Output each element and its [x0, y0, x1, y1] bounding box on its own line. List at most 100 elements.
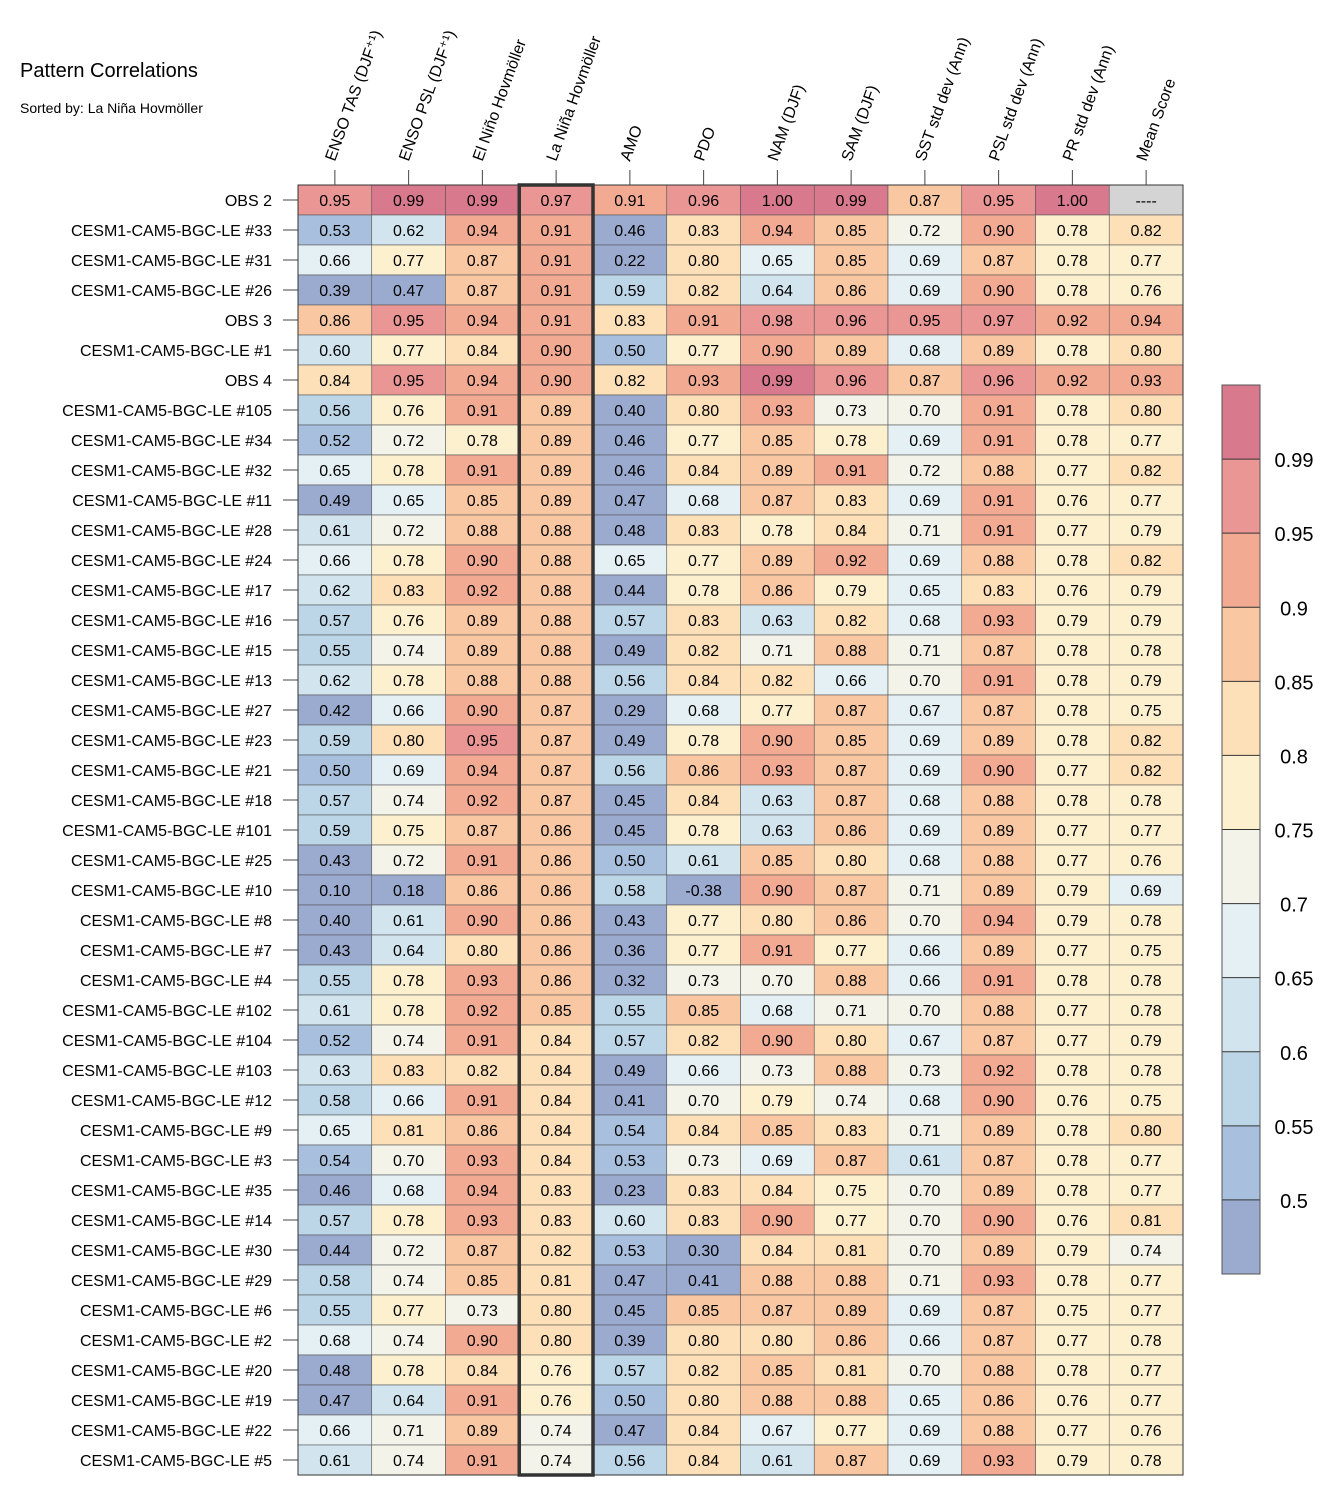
heatmap-cell	[445, 1114, 520, 1146]
cell-value: 0.77	[688, 433, 719, 450]
cell-value: 0.80	[688, 253, 719, 270]
cell-value: 0.62	[319, 673, 350, 690]
heatmap-cell	[371, 994, 446, 1026]
cell-value: 0.89	[541, 403, 572, 420]
cell-value: 0.59	[614, 283, 645, 300]
heatmap-cell	[371, 1234, 446, 1266]
cell-value: 0.78	[1057, 1183, 1088, 1200]
cell-value: 0.83	[688, 223, 719, 240]
cell-value: 0.74	[836, 1093, 867, 1110]
cell-value: 0.55	[319, 1303, 350, 1320]
cell-value: 0.78	[393, 1213, 424, 1230]
cell-value: 0.79	[1057, 913, 1088, 930]
heatmap-cell	[666, 574, 741, 606]
cell-value: 0.96	[836, 373, 867, 390]
cell-value: 0.91	[467, 1033, 498, 1050]
heatmap-cell	[1108, 1174, 1184, 1206]
heatmap-cell	[297, 184, 373, 216]
heatmap-cell	[518, 1024, 594, 1056]
row-label: CESM1-CAM5-BGC-LE #9	[80, 1123, 272, 1140]
cell-value: 0.56	[319, 403, 350, 420]
cell-value: 0.93	[983, 613, 1014, 630]
heatmap-cell	[1108, 1084, 1184, 1116]
heatmap-cell	[1035, 904, 1110, 936]
heatmap-cell	[592, 1294, 668, 1326]
column-label: SAM (DJF)	[839, 83, 882, 163]
row-label: CESM1-CAM5-BGC-LE #11	[72, 493, 272, 510]
cell-value: 0.89	[467, 613, 498, 630]
colorbar-segment	[1222, 977, 1260, 1052]
heatmap-cell	[740, 214, 815, 246]
heatmap-cell	[887, 484, 963, 516]
cell-value: 0.61	[319, 523, 350, 540]
heatmap-cell	[518, 424, 594, 456]
cell-value: 0.41	[688, 1273, 719, 1290]
heatmap-cell	[445, 1234, 520, 1266]
heatmap-cell	[813, 214, 889, 246]
heatmap-cell	[887, 1204, 963, 1236]
heatmap-cell	[297, 1204, 373, 1236]
heatmap-cell	[1108, 814, 1184, 846]
cell-value: 0.78	[393, 1363, 424, 1380]
heatmap-cell	[371, 1324, 446, 1356]
heatmap-cell	[1108, 184, 1184, 216]
cell-value: 0.89	[836, 1303, 867, 1320]
cell-value: 0.88	[983, 793, 1014, 810]
cell-value: 0.70	[909, 673, 940, 690]
heatmap-cell	[1035, 754, 1110, 786]
cell-value: 0.62	[393, 223, 424, 240]
cell-value: 0.77	[762, 703, 793, 720]
heatmap-cell	[592, 454, 668, 486]
heatmap-cell	[1108, 1024, 1184, 1056]
cell-value: 0.50	[614, 1393, 645, 1410]
cell-value: 0.68	[909, 1093, 940, 1110]
cell-value: 0.85	[836, 223, 867, 240]
heatmap-cell	[666, 1144, 741, 1176]
heatmap-cell	[1035, 1084, 1110, 1116]
heatmap-cell	[1035, 604, 1110, 636]
cell-value: 0.77	[393, 343, 424, 360]
cell-value: 0.72	[393, 433, 424, 450]
heatmap-cell	[961, 1384, 1036, 1416]
row-label: CESM1-CAM5-BGC-LE #31	[71, 253, 272, 270]
cell-value: 0.72	[393, 853, 424, 870]
heatmap-cell	[1108, 394, 1184, 426]
heatmap-cell	[740, 634, 815, 666]
heatmap-cell	[445, 1384, 520, 1416]
heatmap-cell	[813, 1444, 889, 1476]
cell-value: 0.84	[836, 523, 867, 540]
cell-value: 0.88	[836, 973, 867, 990]
heatmap-cell	[445, 244, 520, 276]
cell-value: 0.70	[762, 973, 793, 990]
cell-value: 0.82	[688, 1363, 719, 1380]
cell-value: 0.57	[319, 1213, 350, 1230]
heatmap-cell	[740, 604, 815, 636]
cell-value: 0.84	[688, 793, 719, 810]
cell-value: 0.76	[541, 1363, 572, 1380]
heatmap-cell	[887, 1444, 963, 1476]
cell-value: 0.75	[1131, 1093, 1162, 1110]
cell-value: 0.70	[909, 1213, 940, 1230]
cell-value: 0.85	[762, 853, 793, 870]
cell-value: 0.89	[983, 1183, 1014, 1200]
cell-value: 0.53	[614, 1243, 645, 1260]
heatmap-cell	[813, 1174, 889, 1206]
cell-value: 0.82	[1131, 223, 1162, 240]
heatmap-cell	[297, 304, 373, 336]
heatmap-cell	[1108, 634, 1184, 666]
heatmap-cell	[1108, 904, 1184, 936]
heatmap-cell	[1108, 694, 1184, 726]
cell-value: 0.78	[1057, 1063, 1088, 1080]
heatmap-cell	[961, 574, 1036, 606]
cell-value: 0.95	[909, 313, 940, 330]
heatmap-cell	[887, 664, 963, 696]
cell-value: 0.77	[393, 253, 424, 270]
cell-value: 0.99	[467, 193, 498, 210]
heatmap-cell	[518, 454, 594, 486]
cell-value: 0.76	[1057, 1393, 1088, 1410]
row-label: CESM1-CAM5-BGC-LE #29	[71, 1273, 272, 1290]
heatmap-cell	[887, 454, 963, 486]
heatmap-cell	[371, 874, 446, 906]
cell-value: 0.63	[319, 1063, 350, 1080]
cell-value: 0.70	[909, 1363, 940, 1380]
